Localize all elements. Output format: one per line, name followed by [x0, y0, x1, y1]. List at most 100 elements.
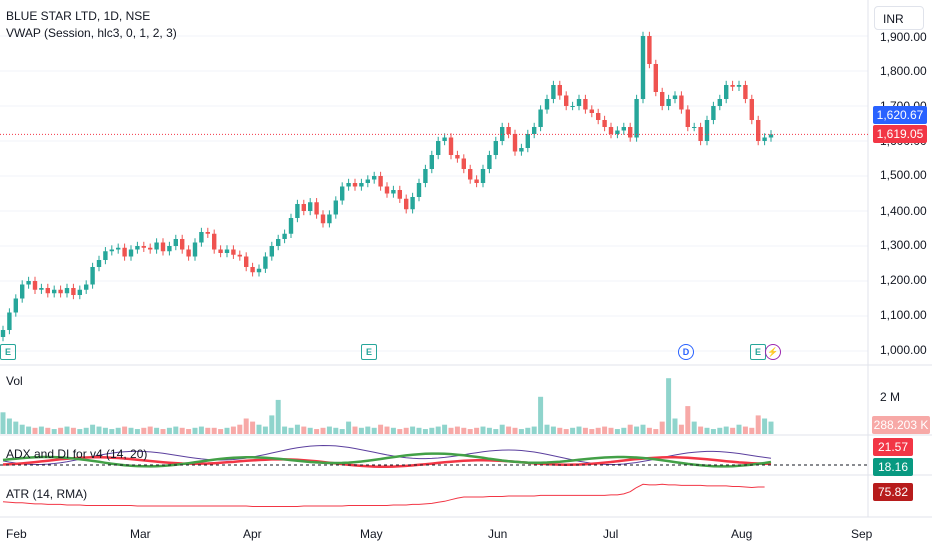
candle-body	[756, 120, 761, 141]
volume-bar	[672, 418, 678, 434]
price-tick: 1,000.00	[880, 343, 927, 357]
candle-body	[372, 176, 377, 180]
volume-bar	[218, 429, 224, 434]
candle-body	[32, 281, 38, 290]
candle-body	[0, 330, 6, 337]
candle-body	[320, 214, 326, 224]
earnings-icon[interactable]: E	[361, 344, 377, 360]
adx-indicator-label[interactable]: ADX and DI for v4 (14, 20)	[6, 447, 148, 461]
volume-bar	[410, 426, 416, 434]
candle-body	[52, 289, 57, 294]
price-tick: 1,500.00	[880, 168, 927, 182]
candle-body	[564, 95, 569, 106]
month-label: Sep	[851, 527, 873, 541]
candle-body	[544, 99, 550, 110]
vwap-indicator-label[interactable]: VWAP (Session, hlc3, 0, 1, 2, 3)	[6, 26, 177, 40]
volume-bar	[659, 421, 665, 434]
candle-body	[148, 247, 153, 250]
volume-bar	[525, 427, 531, 434]
candle-body	[538, 109, 543, 127]
candle-body	[218, 249, 223, 253]
candle-body	[743, 85, 748, 99]
candle-body	[711, 106, 716, 120]
earnings-icon[interactable]: E	[0, 344, 16, 360]
candle-body	[90, 267, 95, 285]
candle-body	[596, 113, 601, 120]
candle-body	[378, 176, 383, 187]
candle-body	[244, 256, 249, 267]
candle-body	[128, 249, 134, 257]
candle-body	[551, 85, 556, 99]
volume-bar	[710, 429, 716, 434]
plus-di-badge: 21.57	[873, 438, 913, 456]
volume-bar	[166, 427, 172, 434]
volume-bar	[448, 427, 454, 434]
candle-body	[500, 127, 505, 141]
candle-body	[186, 249, 191, 257]
candle-body	[58, 289, 63, 294]
dividend-icon[interactable]: D	[678, 344, 694, 360]
candle-body	[397, 190, 402, 199]
candle-body	[487, 155, 492, 169]
candle-body	[77, 289, 82, 295]
volume-bar	[422, 429, 428, 434]
candle-body	[653, 64, 658, 92]
candle-body	[295, 204, 300, 218]
candle-body	[583, 99, 588, 110]
month-label: Mar	[130, 527, 151, 541]
candle-body	[608, 127, 614, 134]
volume-bar	[538, 396, 544, 434]
volume-bar	[378, 424, 384, 434]
candle-body	[666, 99, 671, 106]
atr-badge: 75.82	[873, 483, 913, 501]
split-icon[interactable]: ⚡	[765, 344, 781, 360]
candle-body	[468, 169, 473, 180]
volume-bar	[749, 427, 755, 434]
volume-bar	[154, 427, 160, 434]
candle-body	[423, 169, 428, 183]
volume-bar	[269, 415, 275, 434]
volume-bar	[531, 426, 537, 434]
volume-label[interactable]: Vol	[6, 374, 23, 388]
atr-indicator-label[interactable]: ATR (14, RMA)	[6, 487, 88, 501]
candle-body	[250, 267, 255, 273]
candle-body	[628, 127, 633, 138]
candle-body	[506, 127, 511, 134]
earnings-icon[interactable]: E	[750, 344, 766, 360]
candle-body	[621, 127, 626, 131]
candle-body	[180, 239, 185, 250]
candle-body	[192, 242, 198, 257]
volume-bar	[493, 429, 499, 434]
candle-body	[602, 120, 607, 127]
currency-button[interactable]: INR	[874, 6, 924, 30]
volume-bar	[416, 427, 422, 434]
price-tick: 1,300.00	[880, 238, 927, 252]
candle-body	[45, 288, 50, 294]
volume-bar	[678, 424, 684, 434]
candle-body	[442, 137, 447, 141]
volume-bar	[346, 421, 352, 434]
candle-body	[640, 36, 646, 99]
price-tick: 1,900.00	[880, 30, 927, 44]
volume-bar	[275, 399, 281, 434]
symbol-title[interactable]: BLUE STAR LTD, 1D, NSE	[6, 9, 151, 23]
candle-body	[557, 85, 562, 96]
candle-body	[448, 137, 454, 155]
volume-bar	[666, 378, 672, 434]
volume-bar	[371, 427, 377, 434]
candle-body	[26, 281, 31, 285]
volume-bar	[141, 427, 147, 434]
volume-bar	[122, 426, 128, 434]
volume-bar	[102, 427, 108, 434]
volume-bar	[358, 427, 364, 434]
candle-body	[480, 169, 486, 183]
volume-bar	[499, 424, 505, 434]
candle-body	[96, 260, 102, 267]
candle-body	[116, 247, 121, 250]
volume-bar	[480, 426, 486, 434]
candle-body	[276, 239, 281, 246]
volume-bar	[205, 427, 211, 434]
candle-body	[231, 249, 236, 255]
volume-bar	[602, 426, 608, 434]
